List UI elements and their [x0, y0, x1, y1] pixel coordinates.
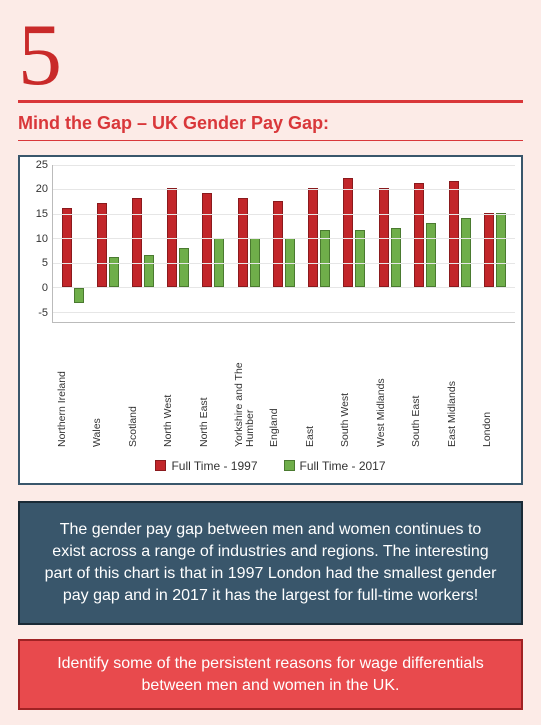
bar-2017: [179, 248, 189, 288]
y-tick-label: 0: [42, 282, 48, 294]
x-tick-label: West Midlands: [376, 327, 402, 447]
divider-thin: [18, 140, 523, 141]
x-tick-label: North West: [163, 327, 189, 447]
x-tick-label: North East: [199, 327, 225, 447]
x-axis-labels: Northern Ireland Wales Scotland North West N…: [26, 327, 515, 447]
plot: [52, 165, 515, 323]
x-tick-label: Yorkshire and The Humber: [234, 327, 260, 447]
y-tick-label: 25: [36, 159, 48, 171]
x-tick-label: England: [269, 327, 295, 447]
x-tick-label: South West: [340, 327, 366, 447]
legend-label: Full Time - 1997: [171, 459, 257, 473]
y-tick-label: 20: [36, 183, 48, 195]
bar-2017: [391, 228, 401, 287]
bar-1997: [202, 193, 212, 287]
bar-1997: [484, 213, 494, 287]
legend-item: Full Time - 1997: [155, 459, 257, 473]
y-tick-label: 10: [36, 233, 48, 245]
prompt-box: Identify some of the persistent reasons …: [18, 639, 523, 710]
gridline: [53, 165, 515, 166]
gridline: [53, 238, 515, 239]
bar-1997: [62, 208, 72, 287]
y-tick-label: -5: [38, 307, 48, 319]
gridline: [53, 189, 515, 190]
chart-card: -5 0 5 10 15 20 25 Northern Ireland Wales Scotla…: [18, 155, 523, 485]
bar-1997: [343, 178, 353, 287]
bar-1997: [97, 203, 107, 287]
legend-swatch-2017: [284, 460, 295, 471]
section-number: 5: [18, 14, 523, 98]
chart-area: -50510152025: [26, 165, 515, 323]
gridline: [53, 263, 515, 264]
gridline: [53, 312, 515, 313]
gridline: [53, 214, 515, 215]
bar-2017: [74, 288, 84, 303]
x-tick-label: Northern Ireland: [57, 327, 83, 447]
y-tick-label: 15: [36, 208, 48, 220]
x-tick-label: South East: [411, 327, 437, 447]
bar-2017: [461, 218, 471, 287]
x-tick-label: East Midlands: [447, 327, 473, 447]
gridline: [53, 287, 515, 288]
bar-1997: [449, 181, 459, 287]
x-tick-label: Wales: [92, 327, 118, 447]
y-tick-label: 5: [42, 257, 48, 269]
x-tick-label: London: [482, 327, 508, 447]
legend: Full Time - 1997 Full Time - 2017: [26, 459, 515, 473]
legend-swatch-1997: [155, 460, 166, 471]
bar-2017: [496, 213, 506, 287]
divider-thick: [18, 100, 523, 103]
bar-1997: [238, 198, 248, 287]
bar-2017: [144, 255, 154, 287]
x-tick-label: East: [305, 327, 331, 447]
bar-1997: [414, 183, 424, 287]
page-title: Mind the Gap – UK Gender Pay Gap:: [18, 113, 523, 134]
x-tick-label: Scotland: [128, 327, 154, 447]
legend-item: Full Time - 2017: [284, 459, 386, 473]
y-axis: -50510152025: [26, 165, 52, 323]
legend-label: Full Time - 2017: [300, 459, 386, 473]
callout-box: The gender pay gap between men and women…: [18, 501, 523, 625]
bar-1997: [132, 198, 142, 287]
bar-2017: [426, 223, 436, 287]
